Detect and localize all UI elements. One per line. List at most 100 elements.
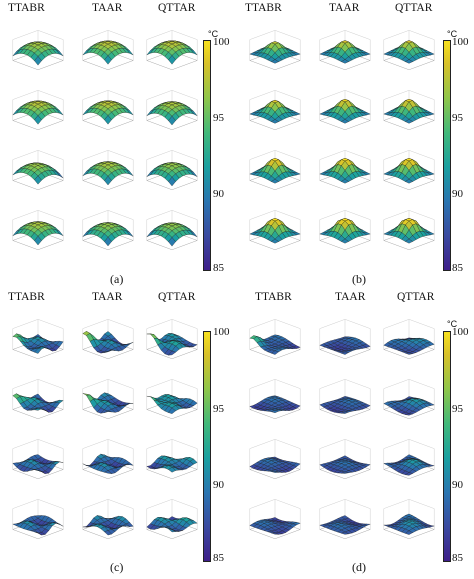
surface-plot — [12, 319, 64, 360]
surface-cell — [341, 238, 349, 244]
surface-cell — [271, 238, 279, 244]
surface-plot — [12, 90, 64, 131]
surface-cell — [341, 471, 349, 474]
surface-cell — [271, 532, 279, 535]
axis-box — [82, 439, 134, 470]
surface-cell — [34, 469, 42, 472]
surface-plot — [146, 439, 198, 480]
colorbar-unit: °C — [208, 29, 219, 39]
axis-box — [82, 150, 134, 181]
surface-plot — [82, 210, 134, 251]
surface-cell — [168, 55, 176, 65]
surface-plot — [146, 319, 198, 360]
panel-c: TTABR TAAR QTTAR 100 95 90 85 (c) — [0, 289, 237, 579]
surface-cell — [34, 115, 42, 125]
surface-cell — [104, 115, 112, 125]
colorbar-tick: 95 — [452, 112, 463, 124]
surface-cell — [341, 178, 349, 184]
surface-plot — [82, 379, 134, 420]
axis-box — [146, 499, 198, 530]
surface-cell — [34, 235, 42, 246]
surface-cell — [271, 350, 279, 355]
surface-cell — [104, 175, 112, 186]
axis-box — [82, 499, 134, 530]
surface-cell — [405, 178, 413, 184]
axis-box — [12, 439, 64, 470]
surface-plot — [146, 30, 198, 71]
colorbar-tick: 100 — [452, 326, 469, 338]
surface-cell — [168, 176, 176, 187]
column-title-qttar: QTTAR — [158, 291, 196, 303]
axis-box — [12, 379, 64, 410]
surface-plot — [319, 499, 371, 540]
surface-plot — [249, 379, 301, 420]
surface-cell — [405, 119, 413, 124]
axis-box — [82, 210, 134, 241]
axis-box — [249, 499, 301, 530]
surface-plot — [82, 319, 134, 360]
surface-plot — [383, 379, 435, 420]
surface-cell — [104, 236, 112, 247]
surface-cell — [103, 470, 113, 474]
axis-box — [319, 379, 371, 410]
axis-box — [12, 30, 64, 61]
column-title-taar: TAAR — [329, 2, 360, 14]
surface-plot — [319, 319, 371, 360]
surface-plot — [12, 150, 64, 191]
column-title-taar: TAAR — [335, 291, 366, 303]
surface-plot — [319, 379, 371, 420]
axis-box — [12, 210, 64, 241]
panel-label-a: (a) — [110, 272, 124, 286]
surface-cell — [405, 59, 413, 64]
surface-plot — [82, 439, 134, 480]
surface-plot — [319, 210, 371, 251]
surface-plot — [383, 150, 435, 191]
axis-box — [146, 439, 198, 470]
panel-label-d: (d) — [352, 560, 366, 574]
axis-box — [249, 439, 301, 470]
colorbar-tick: 100 — [213, 36, 230, 48]
surface-plot — [12, 210, 64, 251]
colorbar-tick: 90 — [452, 479, 463, 491]
surface-plot — [249, 499, 301, 540]
axis-box — [82, 379, 134, 410]
surface-cell — [104, 530, 112, 536]
column-title-ttabr: TTABR — [245, 2, 282, 14]
colorbar-tick: 90 — [452, 188, 463, 200]
surface-plot — [383, 210, 435, 251]
panel-d: TTABR TAAR QTTAR °C 100 95 90 85 (d) — [237, 289, 474, 579]
surface-cell — [341, 119, 349, 124]
surface-cell — [168, 350, 176, 356]
panel-b: TTABR TAAR QTTAR °C 100 95 90 85 (b) — [237, 0, 474, 290]
axis-box — [249, 319, 301, 350]
colorbar-tick: 85 — [452, 552, 463, 564]
surface-plot — [249, 439, 301, 480]
surface-plot — [319, 30, 371, 71]
axis-box — [383, 379, 435, 410]
colorbar-tick: 95 — [213, 112, 224, 124]
surface-plot — [12, 379, 64, 420]
surface-cell — [340, 351, 350, 355]
surface-plot — [12, 499, 64, 540]
colorbar-tick: 85 — [213, 262, 224, 274]
surface-cell — [34, 56, 42, 66]
surface-cell — [167, 528, 177, 533]
colorbar-tick: 85 — [213, 552, 224, 564]
surface-plot — [383, 30, 435, 71]
surface-cell — [340, 531, 350, 535]
column-title-qttar: QTTAR — [395, 2, 433, 14]
surface-plot — [249, 30, 301, 71]
column-title-taar: TAAR — [92, 291, 123, 303]
surface-plot — [383, 499, 435, 540]
colorbar-tick: 100 — [452, 36, 469, 48]
surface-cell — [168, 467, 176, 473]
surface-plot — [249, 150, 301, 191]
column-title-qttar: QTTAR — [158, 2, 196, 14]
surface-cell — [34, 175, 42, 185]
surface-plot — [383, 319, 435, 360]
surface-cell — [405, 238, 413, 244]
surface-plot — [82, 90, 134, 131]
surface-cell — [341, 411, 349, 414]
axis-box — [383, 319, 435, 350]
panel-label-c: (c) — [110, 560, 124, 574]
